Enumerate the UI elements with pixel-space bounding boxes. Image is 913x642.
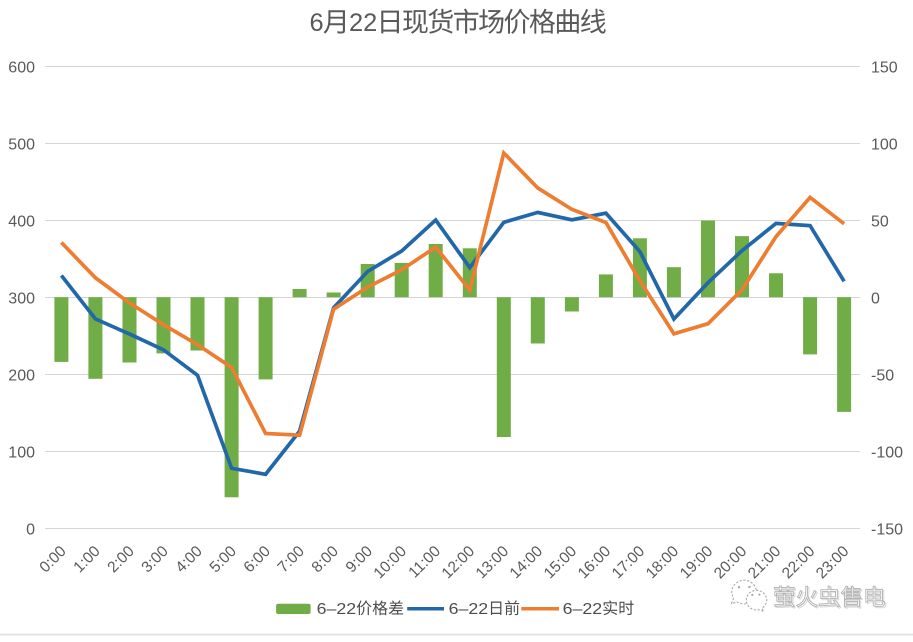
svg-text:22: 22 — [349, 9, 377, 37]
svg-text:6–22: 6–22 — [563, 601, 603, 618]
svg-text:6–22: 6–22 — [449, 601, 489, 618]
svg-text:400: 400 — [8, 213, 35, 230]
svg-text:200: 200 — [8, 367, 35, 384]
svg-text:500: 500 — [8, 136, 35, 153]
svg-text:300: 300 — [8, 290, 35, 307]
svg-text:150: 150 — [871, 59, 898, 76]
svg-text:100: 100 — [871, 136, 898, 153]
svg-text:6: 6 — [310, 9, 324, 37]
svg-text:50: 50 — [871, 213, 889, 230]
svg-text:-100: -100 — [871, 444, 903, 461]
svg-text:-150: -150 — [871, 521, 903, 538]
svg-text:0: 0 — [871, 290, 880, 307]
svg-text:0: 0 — [26, 521, 35, 538]
svg-text:-50: -50 — [871, 367, 894, 384]
svg-text:100: 100 — [8, 444, 35, 461]
svg-text:600: 600 — [8, 59, 35, 76]
svg-text:6–22: 6–22 — [317, 601, 357, 618]
